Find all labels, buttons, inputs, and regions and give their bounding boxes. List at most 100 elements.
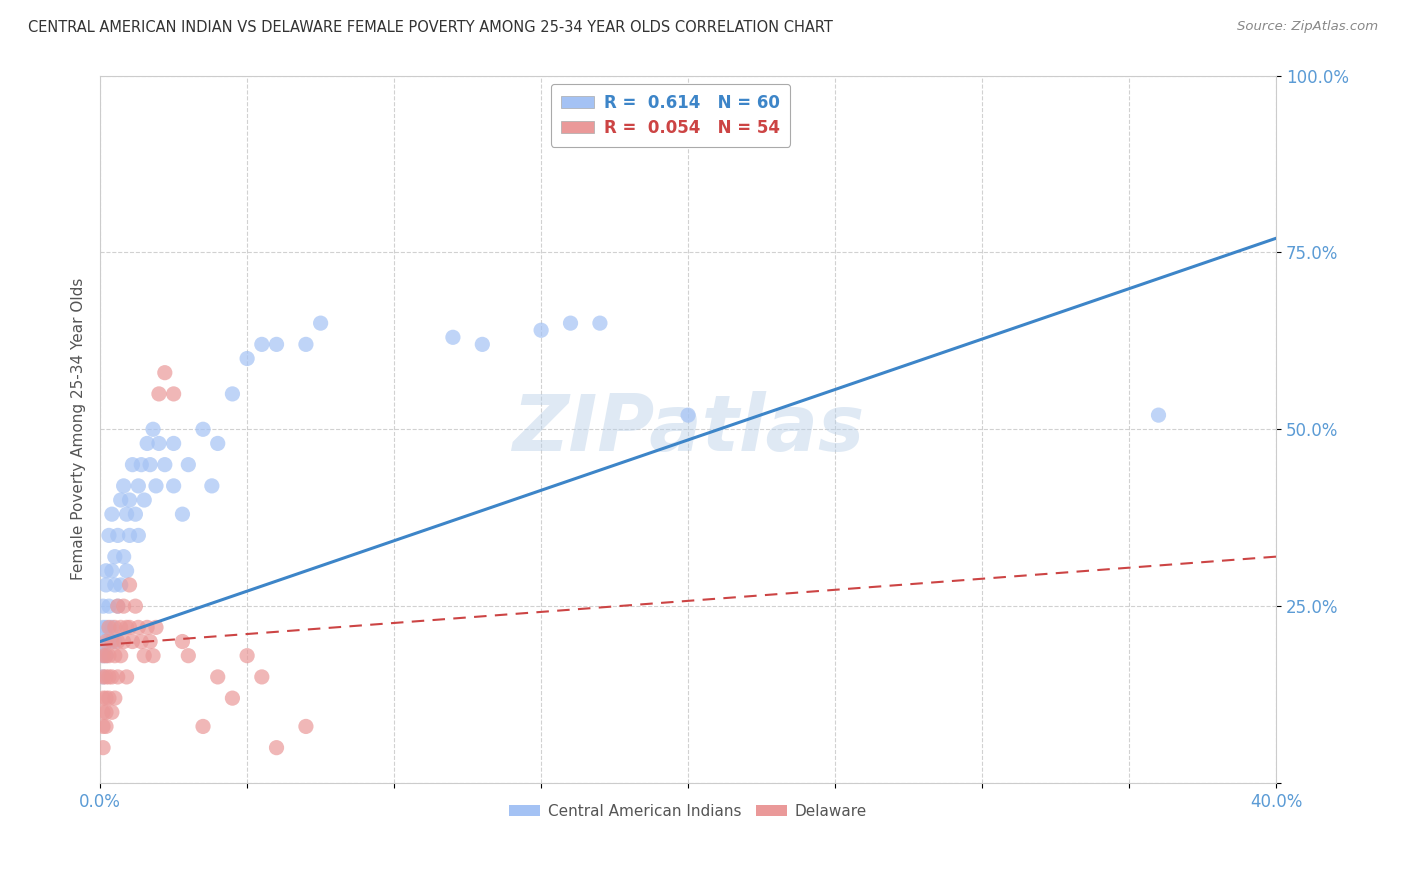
Point — [104, 634, 127, 648]
Point — [94, 648, 117, 663]
Point — [94, 706, 117, 720]
Point — [142, 648, 165, 663]
Point — [124, 507, 146, 521]
Point — [118, 578, 141, 592]
Point — [97, 599, 120, 614]
Point — [94, 670, 117, 684]
Point — [110, 620, 132, 634]
Point — [191, 719, 214, 733]
Point — [91, 634, 114, 648]
Point — [97, 648, 120, 663]
Point — [104, 620, 127, 634]
Point — [101, 620, 124, 634]
Point — [94, 564, 117, 578]
Point — [91, 670, 114, 684]
Point — [145, 620, 167, 634]
Legend: Central American Indians, Delaware: Central American Indians, Delaware — [503, 797, 873, 825]
Point — [97, 620, 120, 634]
Point — [266, 740, 288, 755]
Point — [139, 634, 162, 648]
Point — [162, 436, 184, 450]
Point — [104, 691, 127, 706]
Point — [101, 670, 124, 684]
Point — [104, 648, 127, 663]
Point — [207, 670, 229, 684]
Point — [177, 648, 200, 663]
Point — [94, 620, 117, 634]
Point — [153, 366, 176, 380]
Point — [127, 528, 149, 542]
Point — [91, 706, 114, 720]
Point — [236, 648, 259, 663]
Point — [115, 564, 138, 578]
Point — [136, 620, 159, 634]
Point — [441, 330, 464, 344]
Point — [97, 528, 120, 542]
Point — [91, 599, 114, 614]
Point — [191, 422, 214, 436]
Point — [97, 691, 120, 706]
Point — [94, 691, 117, 706]
Point — [221, 387, 243, 401]
Point — [250, 670, 273, 684]
Point — [115, 507, 138, 521]
Point — [127, 620, 149, 634]
Point — [207, 436, 229, 450]
Point — [101, 634, 124, 648]
Point — [124, 599, 146, 614]
Point — [107, 634, 129, 648]
Text: ZIPatlas: ZIPatlas — [512, 392, 865, 467]
Point — [104, 549, 127, 564]
Point — [295, 719, 318, 733]
Point — [91, 740, 114, 755]
Point — [148, 436, 170, 450]
Point — [129, 458, 152, 472]
Point — [676, 408, 699, 422]
Point — [94, 634, 117, 648]
Point — [162, 387, 184, 401]
Point — [110, 648, 132, 663]
Point — [107, 599, 129, 614]
Point — [121, 458, 143, 472]
Text: Source: ZipAtlas.com: Source: ZipAtlas.com — [1237, 20, 1378, 33]
Point — [112, 549, 135, 564]
Point — [101, 706, 124, 720]
Point — [221, 691, 243, 706]
Point — [104, 578, 127, 592]
Point — [153, 458, 176, 472]
Point — [134, 493, 156, 508]
Point — [107, 599, 129, 614]
Point — [139, 458, 162, 472]
Point — [309, 316, 332, 330]
Point — [118, 528, 141, 542]
Point — [112, 599, 135, 614]
Point — [91, 648, 114, 663]
Point — [91, 691, 114, 706]
Point — [530, 323, 553, 337]
Point — [560, 316, 582, 330]
Point — [94, 648, 117, 663]
Point — [115, 670, 138, 684]
Point — [112, 634, 135, 648]
Point — [471, 337, 494, 351]
Point — [1147, 408, 1170, 422]
Point — [118, 620, 141, 634]
Point — [172, 507, 194, 521]
Point — [121, 634, 143, 648]
Point — [115, 620, 138, 634]
Point — [101, 564, 124, 578]
Point — [94, 578, 117, 592]
Point — [142, 422, 165, 436]
Point — [136, 436, 159, 450]
Point — [107, 528, 129, 542]
Point — [97, 634, 120, 648]
Point — [172, 634, 194, 648]
Point — [589, 316, 612, 330]
Point — [112, 479, 135, 493]
Point — [110, 578, 132, 592]
Point — [91, 648, 114, 663]
Point — [110, 493, 132, 508]
Point — [148, 387, 170, 401]
Point — [145, 479, 167, 493]
Point — [236, 351, 259, 366]
